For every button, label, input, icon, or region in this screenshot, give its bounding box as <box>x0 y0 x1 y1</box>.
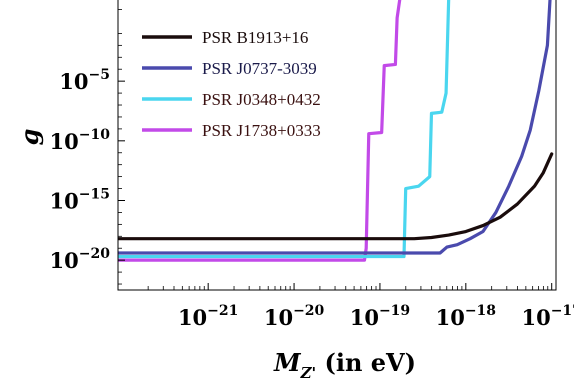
series-line-2 <box>118 0 552 255</box>
legend-label-3: PSR J0348+0432 <box>202 90 321 109</box>
legend: PSR B1913+16 PSR J0737-3039 PSR J0348+0432… <box>142 28 321 140</box>
x-tick-label-3: 10−19 <box>350 303 410 330</box>
x-tick-label-4: 10−18 <box>436 303 496 330</box>
series-line-1 <box>118 152 554 241</box>
x-tick-label-5: 10−17 <box>521 303 574 330</box>
legend-label-2: PSR J0737-3039 <box>202 59 317 78</box>
series-layer <box>118 0 554 262</box>
legend-label-1: PSR B1913+16 <box>202 28 308 47</box>
y-tick-label-2: 10−10 <box>50 127 111 154</box>
x-tick-label-1: 10−21 <box>178 303 238 330</box>
ticks-layer: 10−21 10−20 10−19 10−18 10−17 10−5 10−10 10−15 1… <box>50 9 574 330</box>
y-tick-label-3: 10−15 <box>50 186 110 213</box>
legend-label-4: PSR J1738+0333 <box>202 121 321 140</box>
x-tick-label-2: 10−20 <box>264 303 325 330</box>
x-axis-label: MZ' (in eV) <box>273 348 416 382</box>
y-tick-label-4: 10−20 <box>50 246 111 273</box>
y-axis-label: g <box>15 129 44 146</box>
plot-frame <box>117 0 557 291</box>
series-line-3 <box>118 0 451 259</box>
y-tick-label-1: 10−5 <box>59 67 110 94</box>
